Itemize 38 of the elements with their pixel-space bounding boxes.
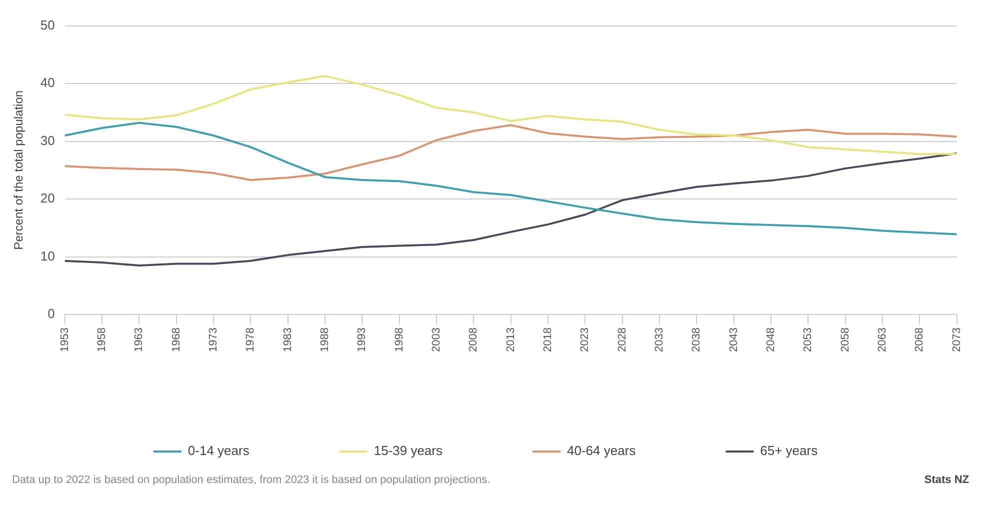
x-tick-label: 2048 bbox=[765, 328, 778, 352]
legend-label: 0-14 years bbox=[188, 443, 250, 458]
legend-label: 40-64 years bbox=[566, 443, 636, 458]
x-tick-label: 2023 bbox=[579, 328, 592, 352]
y-tick-label: 0 bbox=[48, 306, 55, 322]
y-tick-label: 30 bbox=[40, 132, 55, 148]
x-tick-label: 1998 bbox=[393, 328, 406, 352]
x-tick-label: 2033 bbox=[654, 328, 666, 352]
y-axis-title: Percent of the total population bbox=[12, 90, 26, 250]
x-tick-label: 1993 bbox=[356, 328, 368, 352]
x-tick-label: 1983 bbox=[282, 328, 294, 352]
x-tick-label: 2028 bbox=[616, 328, 628, 352]
legend-label: 65+ years bbox=[760, 443, 818, 458]
x-tick-label: 1978 bbox=[244, 328, 257, 352]
x-tick-label: 1988 bbox=[319, 328, 332, 352]
x-tick-label: 1953 bbox=[58, 328, 71, 352]
legend-label: 15-39 years bbox=[374, 443, 443, 458]
x-tick-label: 2053 bbox=[802, 328, 814, 352]
x-tick-label: 2063 bbox=[876, 328, 889, 352]
x-tick-label: 1973 bbox=[208, 328, 220, 352]
x-tick-label: 2018 bbox=[542, 328, 554, 352]
y-tick-label: 40 bbox=[40, 75, 55, 90]
x-tick-label: 2013 bbox=[504, 328, 517, 352]
x-tick-label: 2058 bbox=[839, 328, 852, 352]
x-tick-label: 2008 bbox=[468, 328, 480, 352]
x-tick-label: 1963 bbox=[133, 328, 146, 352]
text: Stats NZ bbox=[924, 474, 969, 486]
x-tick-label: 2068 bbox=[914, 328, 926, 352]
x-tick-label: 2038 bbox=[690, 328, 703, 352]
y-tick-label: 50 bbox=[40, 17, 55, 32]
x-tick-label: 1958 bbox=[96, 328, 108, 352]
text: Data up to 2022 is based on population estimates, from 2023 it is based on population projections. bbox=[12, 474, 490, 486]
y-tick-label: 10 bbox=[40, 248, 55, 264]
x-tick-label: 2073 bbox=[950, 328, 963, 352]
y-tick-label: 20 bbox=[40, 190, 55, 206]
x-tick-label: 1968 bbox=[170, 328, 182, 352]
x-tick-label: 2003 bbox=[430, 328, 443, 352]
x-tick-label: 2043 bbox=[728, 328, 740, 352]
